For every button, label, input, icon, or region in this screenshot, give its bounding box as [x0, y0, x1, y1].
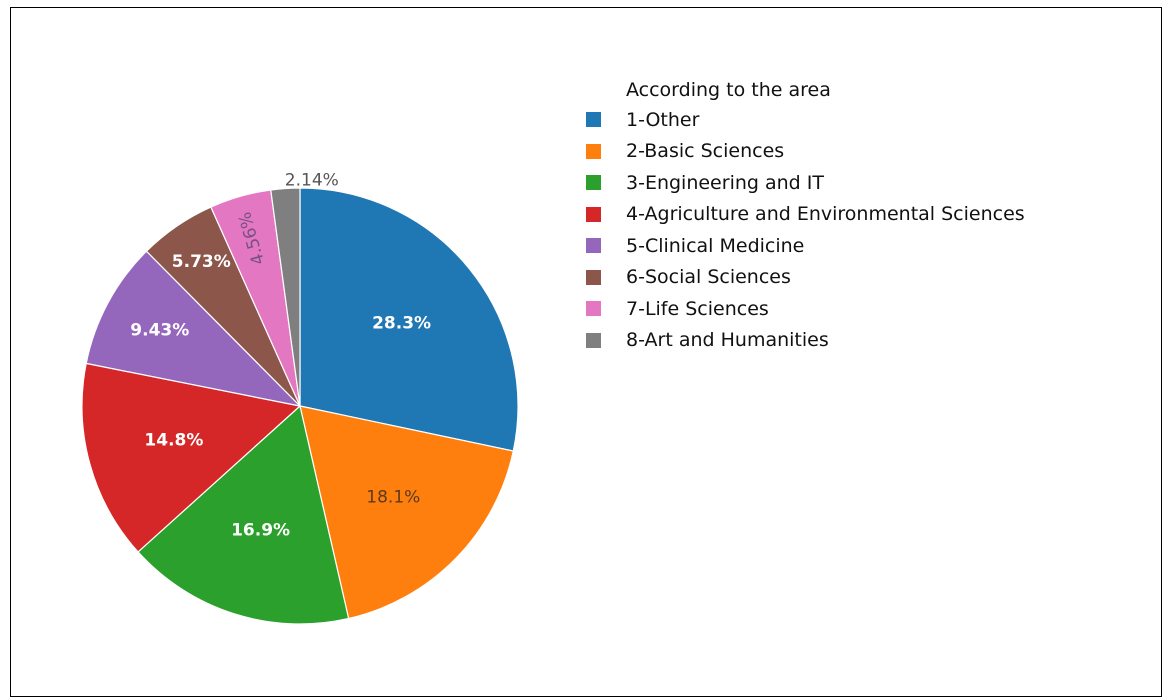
legend-item-1[interactable]: 1-Other: [586, 104, 1025, 136]
legend-item-7[interactable]: 7-Life Sciences: [586, 293, 1025, 325]
legend-swatch: [586, 238, 601, 254]
legend-swatch: [586, 175, 601, 191]
legend-item-5[interactable]: 5-Clinical Medicine: [586, 230, 1025, 262]
legend-swatch: [586, 301, 601, 317]
pie-slice-label-1: 28.3%: [372, 314, 431, 334]
pie-chart: 28.3%18.1%16.9%14.8%9.43%5.73% 4.56%2.14%: [81, 171, 519, 625]
legend-label: 2-Basic Sciences: [626, 140, 785, 163]
legend: According to the area 1-Other 2-Basic Sci…: [586, 76, 1025, 356]
legend-title: According to the area: [626, 79, 831, 101]
pie-slice-label-5: 9.43%: [130, 321, 189, 341]
legend-item-8[interactable]: 8-Art and Humanities: [586, 325, 1025, 357]
legend-swatch: [586, 269, 601, 285]
legend-item-4[interactable]: 4-Agriculture and Environmental Sciences: [586, 199, 1025, 231]
legend-swatch: [586, 206, 601, 222]
pie-slice-2: [299, 405, 515, 620]
pie-slice-5: [85, 250, 302, 407]
legend-label: 3-Engineering and IT: [626, 171, 824, 194]
legend-swatch: [586, 332, 601, 348]
legend-label: 6-Social Sciences: [626, 266, 791, 289]
legend-label: 5-Clinical Medicine: [626, 234, 805, 257]
pie-slice-label-2: 18.1%: [366, 488, 420, 508]
legend-label: 1-Other: [626, 108, 700, 131]
legend-item-2[interactable]: 2-Basic Sciences: [586, 136, 1025, 168]
legend-item-3[interactable]: 3-Engineering and IT: [586, 167, 1025, 199]
pie-slice-1: [299, 187, 519, 452]
pie-slice-8: [270, 187, 301, 407]
legend-swatch: [586, 112, 601, 128]
pie-slice-label-8: 2.14%: [285, 171, 339, 191]
pie-slice-label-4: 14.8%: [144, 431, 203, 451]
legend-items: 1-Other 2-Basic Sciences 3-Engineering and…: [586, 104, 1025, 356]
pie-slice-3: [137, 404, 350, 625]
legend-item-6[interactable]: 6-Social Sciences: [586, 262, 1025, 294]
legend-label: 8-Art and Humanities: [626, 329, 829, 352]
pie-slices: [81, 187, 519, 625]
legend-label: 7-Life Sciences: [626, 297, 769, 320]
pie-slice-label-3: 16.9%: [231, 521, 290, 541]
pie-slice-4: [81, 362, 302, 553]
legend-swatch: [586, 143, 601, 159]
legend-label: 4-Agriculture and Environmental Sciences: [626, 203, 1025, 226]
pie-slice-label-6: 5.73%: [172, 252, 231, 272]
